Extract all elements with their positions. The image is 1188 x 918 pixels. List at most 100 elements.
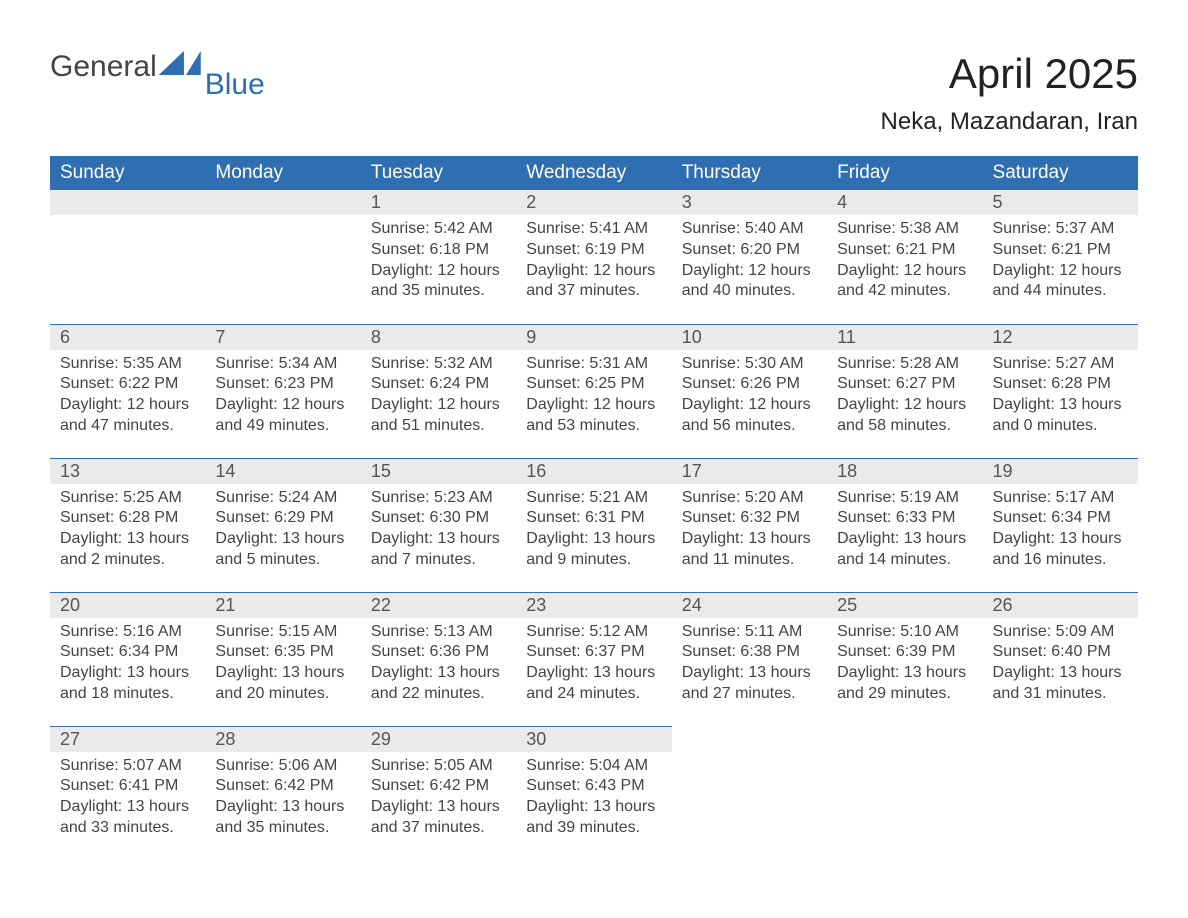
daylight-line: Daylight: 13 hours and 16 minutes. [993,529,1128,571]
calendar-day-cell: 1Sunrise: 5:42 AMSunset: 6:18 PMDaylight… [361,190,516,324]
day-number: 25 [827,593,982,618]
sunset-line: Sunset: 6:21 PM [993,240,1128,261]
day-number: 17 [672,459,827,484]
daylight-line: Daylight: 13 hours and 2 minutes. [60,529,195,571]
daylight-line: Daylight: 12 hours and 47 minutes. [60,395,195,437]
sunset-line: Sunset: 6:41 PM [60,776,195,797]
calendar-day-cell: 23Sunrise: 5:12 AMSunset: 6:37 PMDayligh… [516,592,671,726]
calendar-header-row: SundayMondayTuesdayWednesdayThursdayFrid… [50,156,1138,190]
sunrise-line: Sunrise: 5:28 AM [837,354,972,375]
day-number: 6 [50,325,205,350]
sunrise-line: Sunrise: 5:32 AM [371,354,506,375]
day-number: 8 [361,325,516,350]
day-details: Sunrise: 5:06 AMSunset: 6:42 PMDaylight:… [205,752,360,839]
day-details: Sunrise: 5:41 AMSunset: 6:19 PMDaylight:… [516,215,671,302]
day-number: 13 [50,459,205,484]
day-number: 26 [983,593,1138,618]
sunrise-line: Sunrise: 5:41 AM [526,219,661,240]
day-details: Sunrise: 5:34 AMSunset: 6:23 PMDaylight:… [205,350,360,437]
sunset-line: Sunset: 6:28 PM [993,374,1128,395]
sunset-line: Sunset: 6:30 PM [371,508,506,529]
daylight-line: Daylight: 13 hours and 37 minutes. [371,797,506,839]
daylight-line: Daylight: 12 hours and 51 minutes. [371,395,506,437]
sunrise-line: Sunrise: 5:34 AM [215,354,350,375]
calendar-day-cell: 24Sunrise: 5:11 AMSunset: 6:38 PMDayligh… [672,592,827,726]
day-details: Sunrise: 5:24 AMSunset: 6:29 PMDaylight:… [205,484,360,571]
sunrise-line: Sunrise: 5:15 AM [215,622,350,643]
title-block: April 2025 Neka, Mazandaran, Iran [881,50,1138,136]
sunset-line: Sunset: 6:23 PM [215,374,350,395]
header: General Blue April 2025 Neka, Mazandaran… [50,50,1138,136]
day-number: 19 [983,459,1138,484]
calendar-header-cell: Sunday [50,156,205,190]
daylight-line: Daylight: 12 hours and 35 minutes. [371,261,506,303]
calendar-day-cell [205,190,360,324]
daylight-line: Daylight: 13 hours and 18 minutes. [60,663,195,705]
day-details: Sunrise: 5:07 AMSunset: 6:41 PMDaylight:… [50,752,205,839]
daylight-line: Daylight: 13 hours and 14 minutes. [837,529,972,571]
day-details: Sunrise: 5:09 AMSunset: 6:40 PMDaylight:… [983,618,1138,705]
daylight-line: Daylight: 12 hours and 40 minutes. [682,261,817,303]
day-number: 24 [672,593,827,618]
daylight-line: Daylight: 12 hours and 58 minutes. [837,395,972,437]
daylight-line: Daylight: 12 hours and 56 minutes. [682,395,817,437]
day-details: Sunrise: 5:11 AMSunset: 6:38 PMDaylight:… [672,618,827,705]
calendar-table: SundayMondayTuesdayWednesdayThursdayFrid… [50,156,1138,860]
calendar-day-cell: 3Sunrise: 5:40 AMSunset: 6:20 PMDaylight… [672,190,827,324]
day-number: 10 [672,325,827,350]
calendar-day-cell: 15Sunrise: 5:23 AMSunset: 6:30 PMDayligh… [361,458,516,592]
calendar-day-cell: 16Sunrise: 5:21 AMSunset: 6:31 PMDayligh… [516,458,671,592]
day-number: 4 [827,190,982,215]
sunrise-line: Sunrise: 5:37 AM [993,219,1128,240]
sunset-line: Sunset: 6:25 PM [526,374,661,395]
sunrise-line: Sunrise: 5:11 AM [682,622,817,643]
day-details: Sunrise: 5:13 AMSunset: 6:36 PMDaylight:… [361,618,516,705]
sunset-line: Sunset: 6:39 PM [837,642,972,663]
daylight-line: Daylight: 13 hours and 0 minutes. [993,395,1128,437]
daylight-line: Daylight: 12 hours and 37 minutes. [526,261,661,303]
sunrise-line: Sunrise: 5:06 AM [215,756,350,777]
sunrise-line: Sunrise: 5:17 AM [993,488,1128,509]
day-number: 18 [827,459,982,484]
sunset-line: Sunset: 6:22 PM [60,374,195,395]
logo-word2: Blue [205,68,265,102]
calendar-day-cell: 5Sunrise: 5:37 AMSunset: 6:21 PMDaylight… [983,190,1138,324]
daylight-line: Daylight: 13 hours and 5 minutes. [215,529,350,571]
sunrise-line: Sunrise: 5:07 AM [60,756,195,777]
sunrise-line: Sunrise: 5:25 AM [60,488,195,509]
calendar-day-cell [50,190,205,324]
daylight-line: Daylight: 13 hours and 22 minutes. [371,663,506,705]
sunrise-line: Sunrise: 5:04 AM [526,756,661,777]
calendar-header-cell: Thursday [672,156,827,190]
day-number: 20 [50,593,205,618]
calendar-week-row: 1Sunrise: 5:42 AMSunset: 6:18 PMDaylight… [50,190,1138,324]
calendar-day-cell: 9Sunrise: 5:31 AMSunset: 6:25 PMDaylight… [516,324,671,458]
daylight-line: Daylight: 13 hours and 35 minutes. [215,797,350,839]
sunset-line: Sunset: 6:37 PM [526,642,661,663]
sunset-line: Sunset: 6:40 PM [993,642,1128,663]
calendar-day-cell: 17Sunrise: 5:20 AMSunset: 6:32 PMDayligh… [672,458,827,592]
sunrise-line: Sunrise: 5:21 AM [526,488,661,509]
day-details: Sunrise: 5:10 AMSunset: 6:39 PMDaylight:… [827,618,982,705]
daylight-line: Daylight: 12 hours and 44 minutes. [993,261,1128,303]
day-number-empty [205,190,360,215]
logo-word1: General [50,50,157,84]
day-details: Sunrise: 5:42 AMSunset: 6:18 PMDaylight:… [361,215,516,302]
sunrise-line: Sunrise: 5:10 AM [837,622,972,643]
calendar-day-cell: 13Sunrise: 5:25 AMSunset: 6:28 PMDayligh… [50,458,205,592]
calendar-day-cell: 27Sunrise: 5:07 AMSunset: 6:41 PMDayligh… [50,726,205,860]
calendar-week-row: 13Sunrise: 5:25 AMSunset: 6:28 PMDayligh… [50,458,1138,592]
sunset-line: Sunset: 6:42 PM [215,776,350,797]
day-number: 16 [516,459,671,484]
daylight-line: Daylight: 12 hours and 42 minutes. [837,261,972,303]
day-details: Sunrise: 5:37 AMSunset: 6:21 PMDaylight:… [983,215,1138,302]
day-details: Sunrise: 5:27 AMSunset: 6:28 PMDaylight:… [983,350,1138,437]
calendar-day-cell [983,726,1138,860]
calendar-day-cell: 25Sunrise: 5:10 AMSunset: 6:39 PMDayligh… [827,592,982,726]
sunrise-line: Sunrise: 5:13 AM [371,622,506,643]
daylight-line: Daylight: 12 hours and 49 minutes. [215,395,350,437]
sunset-line: Sunset: 6:18 PM [371,240,506,261]
day-number: 28 [205,727,360,752]
day-number: 3 [672,190,827,215]
calendar-header-cell: Monday [205,156,360,190]
